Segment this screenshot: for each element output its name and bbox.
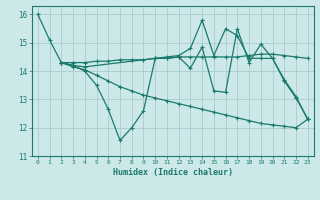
X-axis label: Humidex (Indice chaleur): Humidex (Indice chaleur) [113, 168, 233, 177]
